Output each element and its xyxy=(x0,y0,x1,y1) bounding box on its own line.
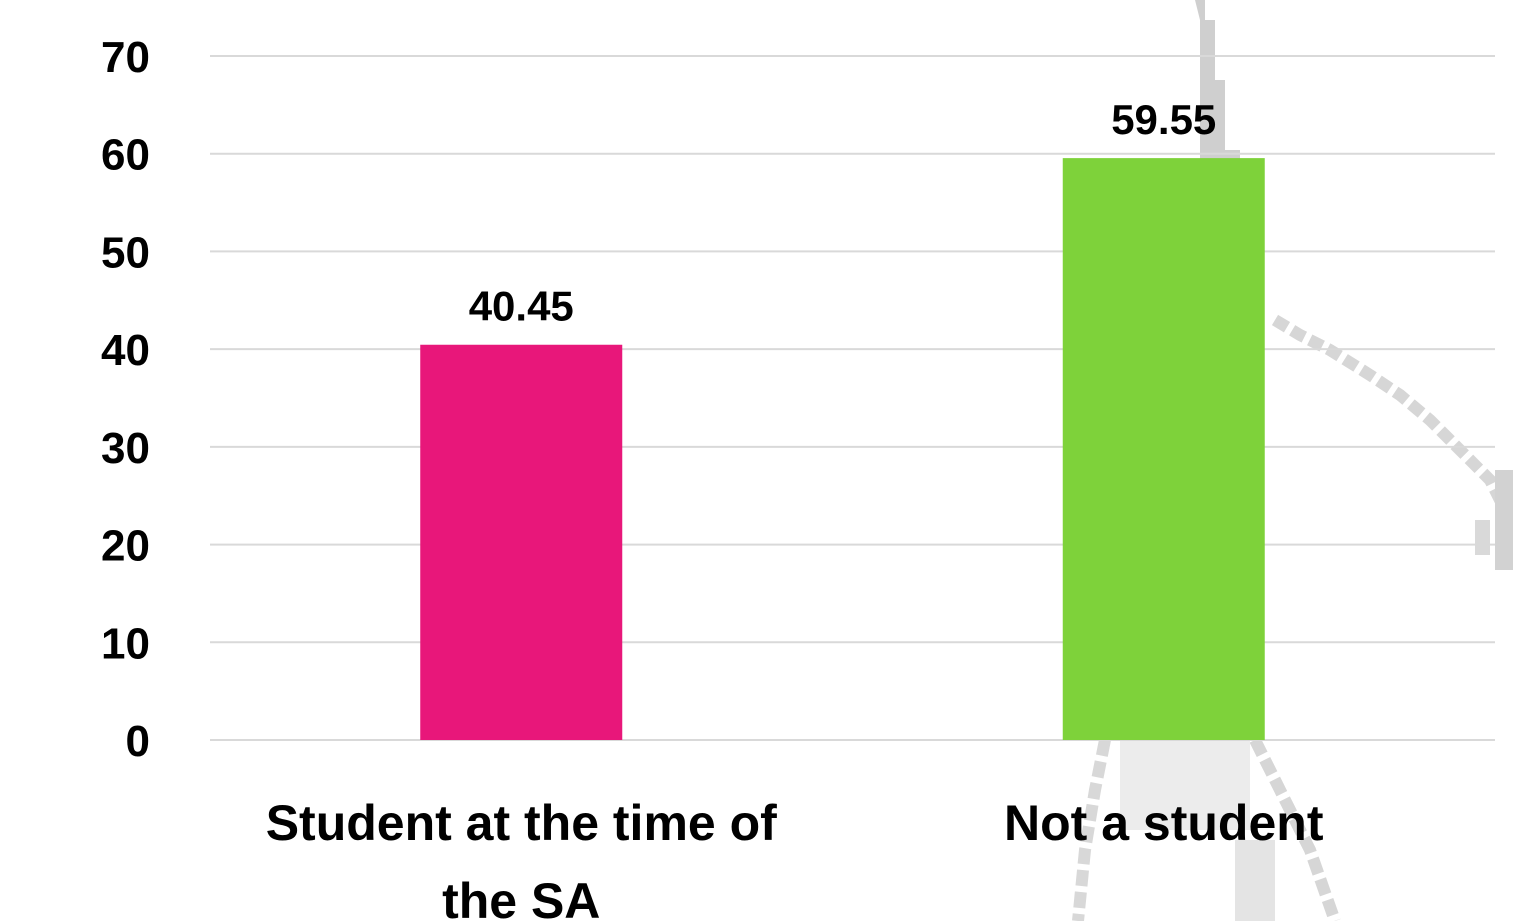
category-label: Student at the time of xyxy=(266,795,777,851)
y-tick-label: 60 xyxy=(101,131,150,180)
background-watermark xyxy=(1072,0,1513,921)
y-tick-label: 0 xyxy=(126,717,150,766)
gridlines xyxy=(210,55,1495,741)
y-tick-label: 40 xyxy=(101,326,150,375)
category-labels: Student at the time of the SA Not a studen… xyxy=(266,795,1324,921)
bar-value-labels: 40.45 59.55 xyxy=(469,96,1217,330)
y-tick-label: 30 xyxy=(101,424,150,473)
category-label: Not a student xyxy=(1004,795,1324,851)
bar-value-label: 40.45 xyxy=(469,283,574,330)
y-tick-label: 70 xyxy=(101,33,150,82)
y-tick-label: 10 xyxy=(101,619,150,668)
bar-value-label: 59.55 xyxy=(1111,96,1216,143)
bar xyxy=(420,344,623,740)
y-axis-ticks: 0 10 20 30 40 50 60 70 xyxy=(101,33,150,766)
category-label: the SA xyxy=(442,873,600,921)
y-tick-label: 20 xyxy=(101,522,150,571)
y-tick-label: 50 xyxy=(101,228,150,277)
bar xyxy=(1062,158,1265,740)
bars xyxy=(420,158,1265,740)
